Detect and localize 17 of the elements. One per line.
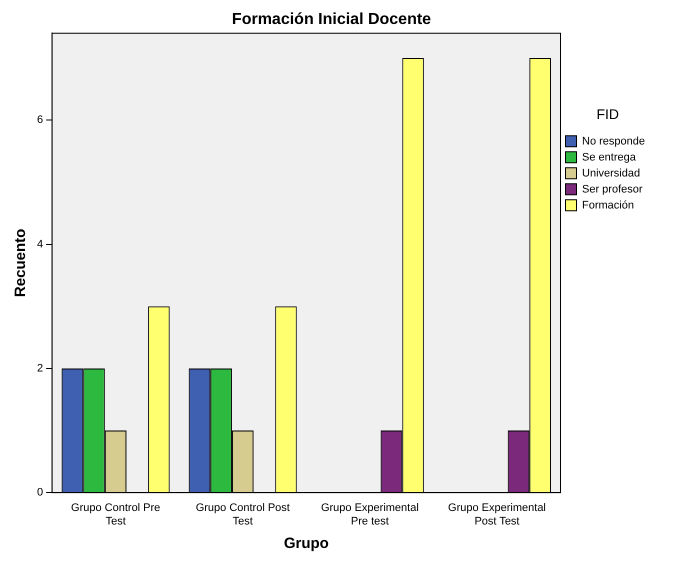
legend-label: Formación [582,199,634,212]
x-tick-label: Grupo Experimental Pre test [320,502,419,528]
y-tick-label: 6 [36,114,44,126]
x-tick-label: Grupo Control Post Test [196,502,290,528]
legend-label: Ser profesor [582,183,643,196]
legend-label: Se entrega [582,151,637,164]
chart-title: Formación Inicial Docente [232,11,432,28]
legend-label: No responde [582,135,646,148]
x-axis-title: Grupo [284,535,329,552]
legend-label: Universidad [582,167,640,180]
y-axis-title: Recuento [12,228,30,298]
x-tick-label: Grupo Experimental Post Test [448,502,546,528]
legend-title: FID [596,106,620,122]
y-tick-label: 0 [36,486,44,499]
y-tick-label: 2 [36,362,44,374]
x-tick-label: Grupo Control Pre Test [71,502,160,528]
y-tick-label: 4 [36,238,44,250]
